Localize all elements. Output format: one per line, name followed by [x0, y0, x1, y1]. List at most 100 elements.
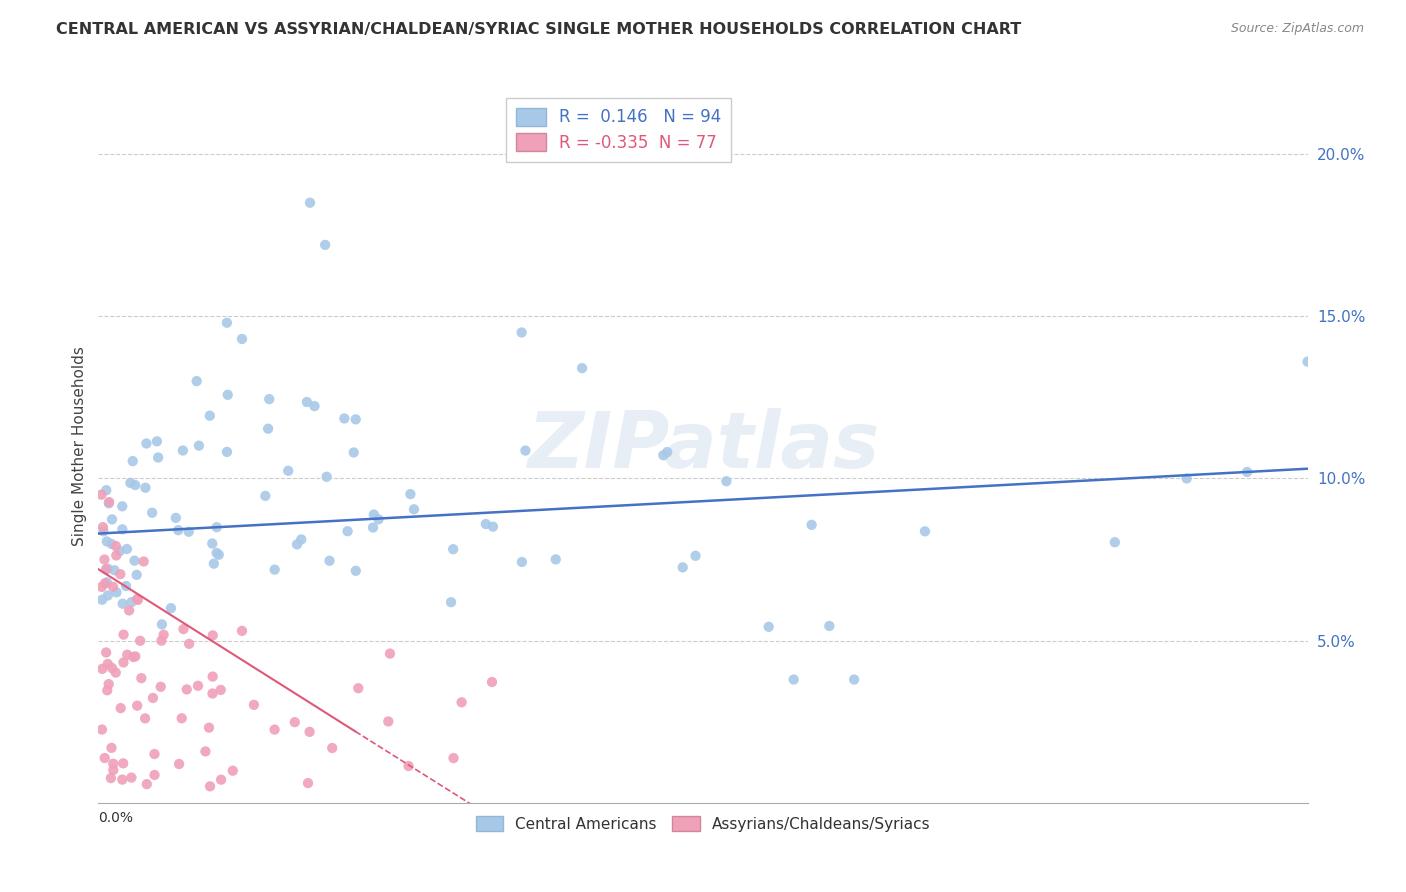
Point [97, 657, 120, 671]
Point [112, 756, 135, 771]
Point [440, 595, 463, 609]
Point [450, 695, 472, 709]
Point [150, 617, 173, 632]
Point [105, 549, 128, 563]
Point [118, 603, 141, 617]
Point [215, 316, 238, 330]
Point [198, 409, 221, 423]
Point [685, 549, 707, 563]
Point [100, 771, 122, 785]
Point [399, 487, 422, 501]
Point [515, 443, 537, 458]
Point [120, 771, 142, 785]
Point [179, 637, 201, 651]
Text: 0.0%: 0.0% [98, 812, 134, 825]
Point [94, 645, 117, 659]
Point [91, 592, 114, 607]
Point [783, 673, 806, 687]
Point [97, 589, 120, 603]
Point [167, 756, 190, 771]
Y-axis label: Single Mother Households: Single Mother Households [72, 346, 87, 546]
Point [1236, 465, 1258, 479]
Point [402, 502, 425, 516]
Point [177, 524, 200, 539]
Point [103, 563, 125, 577]
Point [231, 332, 253, 346]
Point [172, 443, 194, 458]
Point [194, 744, 217, 758]
Point [367, 512, 389, 526]
Point [160, 601, 183, 615]
Point [110, 567, 132, 582]
Point [124, 649, 146, 664]
Point [441, 542, 464, 557]
Point [101, 512, 124, 526]
Point [510, 326, 533, 340]
Point [93, 552, 115, 566]
Point [344, 412, 367, 426]
Point [398, 759, 420, 773]
Point [481, 675, 503, 690]
Point [122, 650, 145, 665]
Point [103, 763, 125, 777]
Point [243, 698, 266, 712]
Point [170, 711, 193, 725]
Point [347, 681, 370, 696]
Point [150, 633, 173, 648]
Point [544, 552, 567, 566]
Point [97, 562, 120, 576]
Point [201, 669, 224, 683]
Point [315, 469, 337, 483]
Point [127, 698, 149, 713]
Point [134, 711, 156, 725]
Point [97, 496, 120, 510]
Text: Source: ZipAtlas.com: Source: ZipAtlas.com [1230, 22, 1364, 36]
Point [165, 511, 187, 525]
Point [571, 361, 593, 376]
Point [135, 436, 157, 450]
Point [314, 238, 336, 252]
Point [263, 723, 285, 737]
Point [149, 680, 172, 694]
Point [277, 464, 299, 478]
Point [110, 701, 132, 715]
Point [111, 772, 134, 787]
Point [127, 593, 149, 607]
Point [333, 411, 356, 425]
Point [318, 554, 340, 568]
Point [657, 445, 679, 459]
Point [914, 524, 936, 539]
Point [101, 661, 124, 675]
Point [201, 628, 224, 642]
Point [115, 648, 138, 662]
Point [343, 445, 366, 459]
Point [129, 633, 152, 648]
Point [96, 683, 118, 698]
Point [187, 439, 209, 453]
Point [299, 195, 322, 210]
Point [209, 772, 232, 787]
Point [361, 520, 384, 534]
Point [124, 478, 146, 492]
Point [120, 475, 142, 490]
Point [202, 557, 225, 571]
Point [121, 595, 143, 609]
Point [198, 780, 221, 794]
Point [321, 741, 343, 756]
Point [135, 777, 157, 791]
Point [96, 534, 118, 549]
Point [672, 560, 695, 574]
Point [205, 520, 228, 534]
Point [257, 392, 280, 406]
Point [201, 536, 224, 550]
Point [475, 516, 498, 531]
Point [363, 508, 385, 522]
Point [208, 548, 231, 562]
Point [254, 489, 277, 503]
Point [100, 740, 122, 755]
Point [297, 776, 319, 790]
Point [176, 682, 198, 697]
Point [298, 724, 321, 739]
Point [101, 580, 124, 594]
Point [186, 374, 208, 388]
